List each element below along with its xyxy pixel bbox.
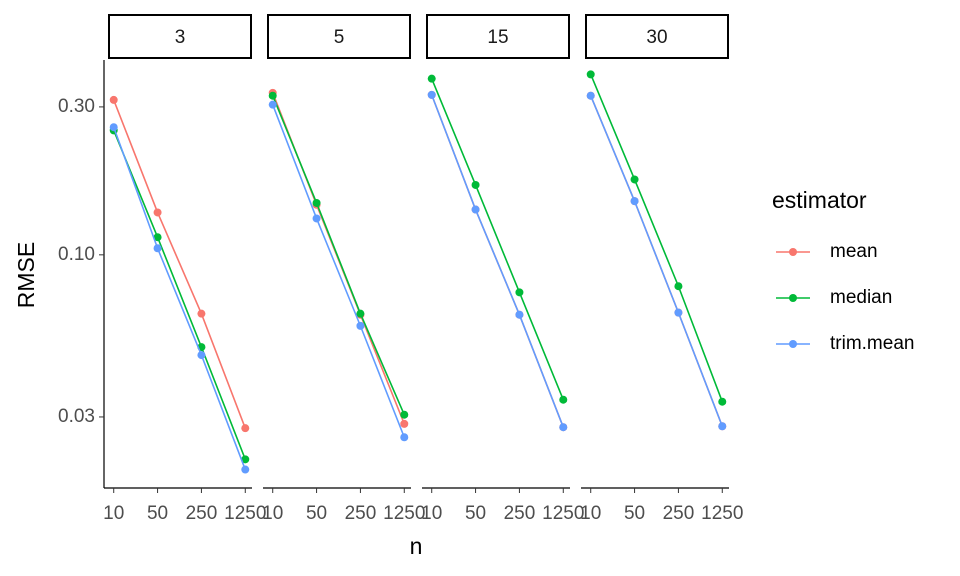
point [586, 91, 595, 100]
strip [108, 14, 252, 59]
series-line [271, 95, 406, 416]
y-tick-label: 0.03 [58, 406, 95, 427]
point [400, 433, 409, 442]
point [400, 410, 409, 419]
series-line [112, 99, 247, 429]
x-tick-label: 250 [663, 503, 695, 524]
x-tick-label: 250 [504, 503, 536, 524]
point [153, 233, 162, 242]
x-tick-label: 250 [345, 503, 377, 524]
point [471, 180, 480, 189]
point [718, 422, 727, 431]
strip [585, 14, 729, 59]
point [515, 288, 524, 297]
y-axis-title: RMSE [13, 242, 39, 308]
point [356, 321, 365, 330]
point [153, 208, 162, 217]
x-axis-title: n [410, 533, 423, 559]
x-tick-label: 50 [306, 503, 327, 524]
point [312, 198, 321, 207]
series-line [430, 94, 565, 428]
point [400, 419, 409, 428]
point [427, 74, 436, 83]
x-tick-label: 1250 [224, 503, 266, 524]
strip [426, 14, 570, 59]
point [559, 395, 568, 404]
y-tick-label: 0.10 [58, 244, 95, 265]
legend-title: estimator [772, 187, 867, 213]
point [268, 100, 277, 109]
strip-label: 30 [646, 27, 667, 48]
strip-label: 5 [334, 27, 345, 48]
x-tick-label: 50 [465, 503, 486, 524]
point [718, 397, 727, 406]
x-tick-label: 10 [262, 503, 283, 524]
point [109, 95, 118, 104]
series-line [430, 78, 565, 401]
point [109, 123, 118, 132]
strip-label: 15 [487, 27, 508, 48]
series-line [271, 104, 406, 438]
point [312, 214, 321, 223]
point [241, 465, 250, 474]
point [197, 309, 206, 318]
point [427, 90, 436, 99]
x-tick-label: 10 [580, 503, 601, 524]
legend-key-point [789, 248, 797, 256]
point [559, 423, 568, 432]
point [153, 244, 162, 253]
point [630, 197, 639, 206]
point [356, 309, 365, 318]
point [586, 70, 595, 79]
x-tick-label: 1250 [383, 503, 425, 524]
x-tick-label: 250 [186, 503, 218, 524]
x-tick-label: 10 [103, 503, 124, 524]
strip [267, 14, 411, 59]
legend-key-point [789, 294, 797, 302]
x-tick-label: 1250 [542, 503, 584, 524]
x-tick-label: 50 [147, 503, 168, 524]
x-tick-label: 10 [421, 503, 442, 524]
point [630, 175, 639, 184]
legend-label: mean [830, 241, 878, 262]
x-tick-label: 50 [624, 503, 645, 524]
x-tick-label: 1250 [701, 503, 743, 524]
legend-label: median [830, 287, 892, 308]
series-line [589, 74, 724, 402]
y-tick-label: 0.30 [58, 96, 95, 117]
point [471, 205, 480, 214]
point [241, 455, 250, 464]
series-line [589, 95, 724, 427]
series-line [112, 130, 247, 460]
point [241, 424, 250, 433]
strip-label: 3 [175, 27, 186, 48]
legend-key-point [789, 340, 797, 348]
point [674, 282, 683, 291]
point [515, 310, 524, 319]
series-line [112, 126, 247, 470]
point [674, 308, 683, 317]
legend-label: trim.mean [830, 333, 914, 354]
point [197, 351, 206, 360]
point [268, 91, 277, 100]
